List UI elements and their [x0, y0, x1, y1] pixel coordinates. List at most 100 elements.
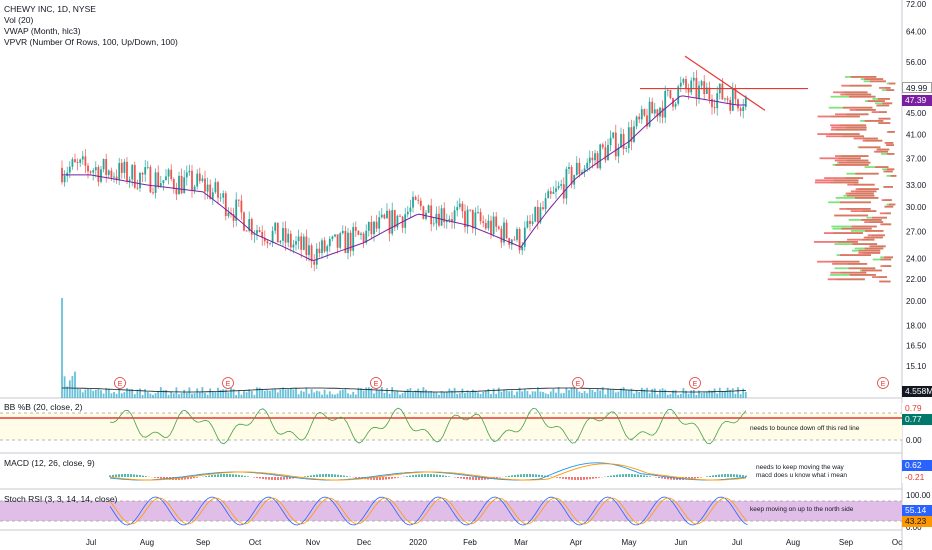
macd-panel-label[interactable]: MACD (12, 26, close, 9): [4, 458, 95, 468]
candle: [586, 162, 589, 169]
volume-profile-down: [850, 76, 877, 78]
candle: [604, 147, 607, 161]
indicator-volume[interactable]: Vol (20): [4, 15, 34, 25]
candle: [726, 98, 729, 101]
volume-bar: [110, 393, 113, 398]
volume-bar: [68, 380, 71, 398]
volume-profile-down: [851, 225, 877, 228]
volume-bar: [139, 388, 141, 398]
candle: [705, 87, 708, 95]
candle: [549, 191, 552, 194]
indicator-vpvr[interactable]: VPVR (Number Of Rows, 100, Up/Down, 100): [4, 37, 178, 47]
volume-bar: [729, 389, 732, 398]
volume-bar: [287, 389, 290, 398]
macd-histogram-bar: [331, 474, 333, 477]
volume-profile-down: [879, 87, 891, 89]
volume-bar: [651, 388, 654, 398]
macd-histogram-bar: [190, 477, 192, 479]
macd-histogram-bar: [274, 477, 276, 480]
volume-bar: [393, 391, 396, 398]
volume-bar: [154, 393, 157, 398]
volume-bar: [547, 394, 550, 398]
volume-bar: [721, 391, 724, 398]
macd-histogram-bar: [262, 477, 264, 479]
earnings-marker-label: E: [374, 381, 379, 388]
volume-profile-down: [845, 192, 874, 195]
volume-bar: [497, 387, 500, 398]
macd-signal-tag: 0.62: [902, 460, 932, 471]
bb-panel-label[interactable]: BB %B (20, close, 2): [4, 402, 83, 412]
volume-bar: [105, 387, 108, 398]
macd-histogram-bar: [535, 474, 537, 477]
volume-bar: [588, 389, 591, 398]
volume-bar: [328, 391, 331, 398]
candle: [206, 184, 209, 192]
candle: [204, 178, 206, 192]
y-tick-label: 16.50: [906, 341, 927, 350]
x-tick-label: Sep: [196, 538, 211, 547]
macd-histogram-bar: [208, 475, 210, 477]
macd-histogram-bar: [241, 475, 243, 477]
macd-histogram-bar: [196, 477, 198, 478]
macd-histogram-bar: [121, 474, 123, 477]
candle: [237, 199, 240, 201]
stoch-tick-label: 100.00: [906, 491, 931, 500]
candle: [513, 239, 516, 241]
volume-bar: [365, 387, 368, 398]
candle: [94, 167, 97, 171]
candle: [739, 108, 742, 111]
volume-bar: [196, 388, 199, 398]
candle: [633, 126, 635, 142]
volume-profile-down: [888, 203, 896, 206]
x-tick-label: Oc: [892, 538, 902, 547]
macd-histogram-bar: [397, 477, 399, 478]
macd-histogram-bar: [724, 474, 726, 477]
candle: [100, 169, 102, 182]
volume-profile-down: [830, 128, 867, 131]
volume-profile-down: [858, 146, 881, 149]
candle: [287, 233, 290, 243]
candle: [565, 168, 568, 199]
volume-bar: [230, 387, 232, 398]
candle: [630, 127, 633, 142]
candle: [266, 241, 269, 244]
macd-histogram-bar: [184, 477, 186, 480]
macd-histogram-bar: [460, 477, 462, 479]
stoch-panel-label[interactable]: Stoch RSI (3, 3, 14, 14, close): [4, 494, 118, 504]
candle: [339, 233, 342, 248]
volume-bar: [500, 391, 503, 398]
candle: [422, 206, 425, 219]
volume-profile-down: [874, 150, 889, 153]
indicator-vwap[interactable]: VWAP (Month, hlc3): [4, 26, 81, 36]
candle: [396, 215, 399, 228]
volume-bar: [261, 388, 264, 398]
volume-bar: [622, 387, 625, 398]
volume-bar: [131, 389, 134, 398]
candle: [139, 172, 141, 189]
volume-bar: [503, 390, 505, 398]
earnings-marker: [877, 377, 889, 389]
volume-bar: [425, 389, 427, 398]
volume-bar: [331, 394, 334, 398]
macd-histogram-bar: [658, 477, 660, 479]
candle: [445, 220, 448, 223]
candle: [235, 199, 238, 221]
macd-histogram-bar: [424, 474, 426, 477]
volume-bar: [466, 390, 469, 398]
volume-bar: [305, 387, 308, 398]
candle: [289, 233, 292, 248]
candle: [217, 182, 219, 198]
volume-profile-down: [890, 175, 897, 177]
candle: [84, 156, 87, 166]
volume-profile-down: [831, 126, 867, 129]
candle: [258, 230, 261, 232]
volume-profile-down: [835, 155, 869, 157]
candle: [248, 219, 251, 231]
volume-profile-down: [864, 120, 884, 122]
candle: [326, 246, 329, 252]
volume-bar: [157, 391, 160, 398]
volume-profile-down: [849, 274, 876, 276]
volume-bar: [469, 391, 472, 398]
candle: [391, 210, 394, 234]
macd-histogram-bar: [607, 476, 609, 477]
